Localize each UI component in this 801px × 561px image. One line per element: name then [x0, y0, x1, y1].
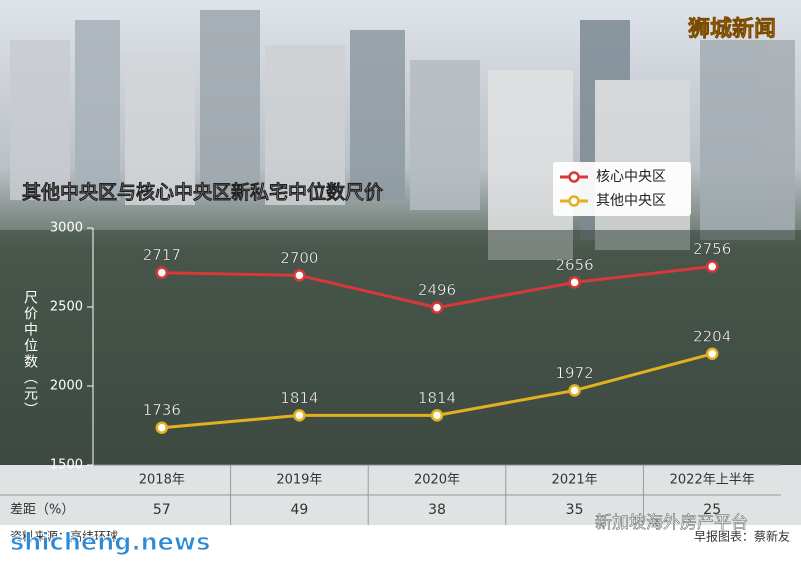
x-tick-label: 2019年	[276, 473, 322, 488]
y-tick-label: 1500	[50, 458, 83, 473]
data-point	[705, 347, 719, 361]
footer-band	[0, 525, 801, 561]
credit: 早报图表：蔡新友	[694, 529, 790, 544]
data-label: 2496	[418, 281, 456, 299]
source: 资料来源：高纬环球	[10, 529, 118, 544]
foliage	[0, 230, 801, 470]
data-point	[293, 269, 306, 282]
data-point	[155, 266, 169, 279]
x-tick-label: 2018年	[139, 473, 185, 488]
gap-value: 25	[703, 502, 721, 518]
data-point	[705, 260, 719, 273]
legend-marker	[568, 171, 580, 183]
y-axis-label: 尺价中位数（元）	[22, 290, 38, 418]
data-label: 1736	[143, 401, 181, 419]
data-label: 2756	[693, 240, 731, 258]
legend-label: 其他中央区	[596, 193, 666, 209]
x-tick-label: 2021年	[552, 473, 598, 488]
y-tick-label: 3000	[50, 221, 83, 236]
gap-value: 35	[566, 502, 584, 518]
data-label: 2656	[556, 256, 594, 274]
watermark: shicheng.news	[10, 528, 210, 556]
x-tick-label: 2020年	[414, 473, 460, 488]
x-tick-label: 2022年上半年	[670, 473, 755, 488]
data-point	[568, 276, 581, 289]
y-tick-label: 2500	[50, 300, 83, 315]
data-point	[568, 384, 581, 397]
gap-value: 38	[428, 502, 446, 518]
gap-label: 差距（%）	[10, 503, 74, 518]
data-point	[155, 421, 169, 434]
data-label: 1814	[418, 389, 456, 407]
data-point	[293, 409, 306, 422]
data-label: 1814	[280, 389, 318, 407]
data-label: 2717	[143, 246, 181, 264]
data-label: 1972	[556, 364, 594, 382]
data-label: 2700	[280, 249, 318, 267]
legend-marker	[568, 195, 580, 207]
y-tick-label: 2000	[50, 379, 83, 394]
watermark: 新加坡海外房产平台	[595, 513, 748, 533]
gap-value: 49	[290, 502, 308, 518]
gap-value: 57	[153, 502, 171, 518]
brand: 狮城新闻	[688, 16, 776, 42]
y-axis-label-text: 尺价中位数（元）	[22, 290, 38, 418]
chart-title: 其他中央区与核心中央区新私宅中位数尺价	[22, 181, 384, 204]
data-point	[430, 409, 444, 422]
data-label: 2204	[693, 327, 731, 345]
data-point	[430, 301, 444, 314]
legend-label: 核心中央区	[596, 169, 666, 185]
